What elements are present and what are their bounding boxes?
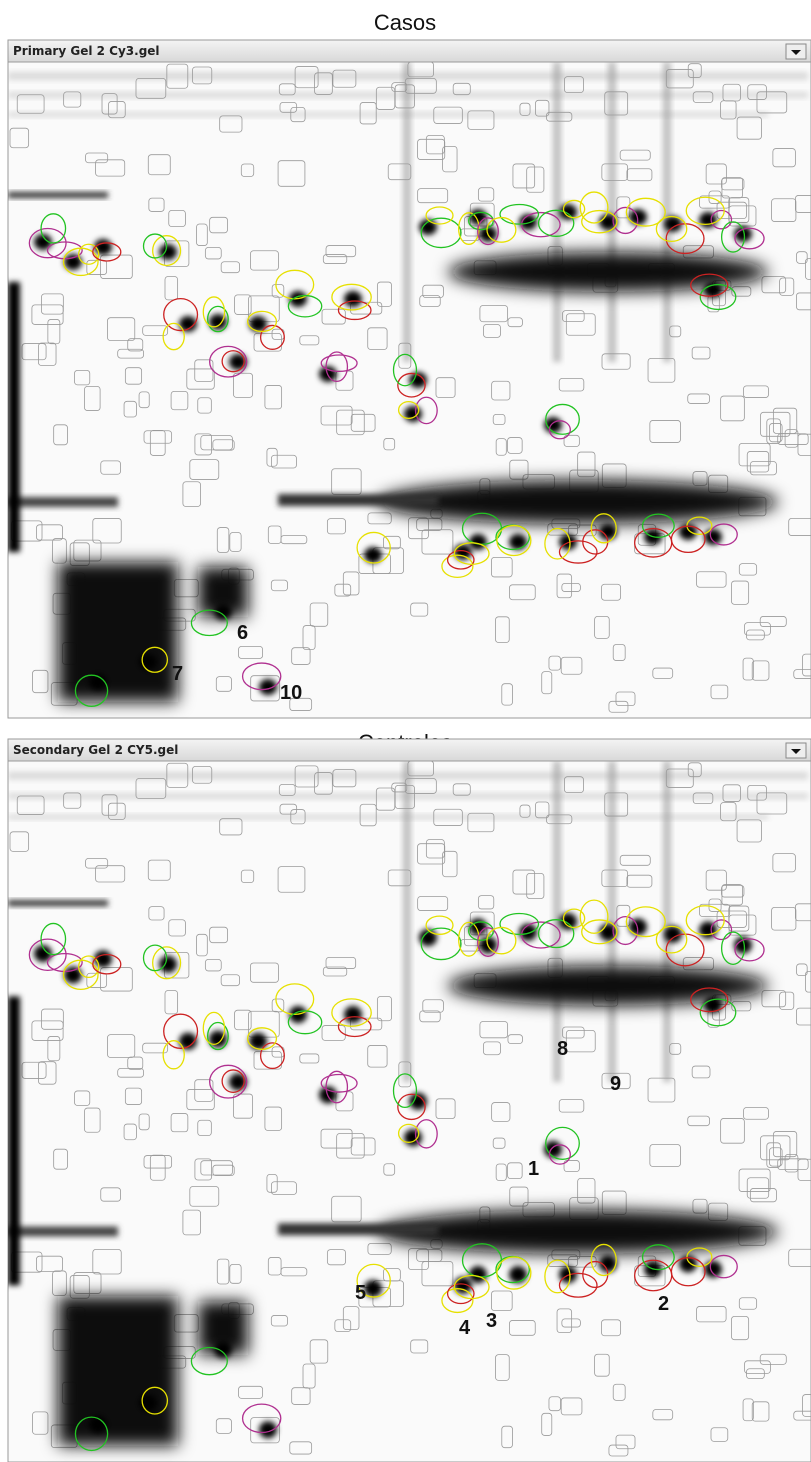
gel-shape [364,547,382,563]
gel-shape [663,761,671,1082]
gel-shape [159,956,177,973]
spot-label: 2 [658,1293,669,1315]
gel-shape [403,761,411,1082]
gel-shape [8,282,20,552]
gel-shape [344,1006,362,1023]
gel-shape [8,497,118,507]
figure: Casos Primary Gel 2 Cy3.gel 6 7 10 Contr… [0,0,811,1462]
gel-shape [8,192,108,198]
gel-window: Primary Gel 2 Cy3.gel [8,40,811,718]
gel-shape [58,562,178,702]
spot-label: 6 [237,622,248,644]
gel-shape [159,244,177,260]
gel-shape [509,1266,527,1283]
page: Casos Primary Gel 2 Cy3.gel 6 7 10 Contr… [0,0,811,1462]
spot-label: 5 [355,1282,366,1304]
spot-label: 7 [172,663,183,685]
gel-shape [94,950,112,967]
spot-label: 3 [486,1310,497,1332]
gel-shape [454,544,472,560]
gel-shape [214,1341,232,1358]
spot-label: 9 [610,1073,621,1095]
gel-shape [8,996,20,1285]
spot-label: 1 [528,1158,539,1180]
gel-shape [344,291,362,307]
window-title: Primary Gel 2 Cy3.gel [13,44,160,58]
dropdown-button[interactable] [786,44,806,59]
gel-shape [509,534,527,550]
gel-shape [403,62,411,362]
gel-shape [364,1280,382,1297]
gel-shape [94,239,112,255]
gel-shape [663,62,671,362]
gel-shape [58,1296,178,1446]
gel-shape [454,1277,472,1294]
gel-shape [8,900,108,906]
gel-shape [704,1261,722,1278]
window-title: Secondary Gel 2 CY5.gel [13,743,178,757]
panel-heading: Casos [374,10,436,35]
spot-label: 4 [459,1317,471,1339]
gel-shape [278,1223,438,1235]
spot-label: 10 [280,682,302,704]
gel-shape [8,815,768,820]
gel-shape [278,494,438,506]
gel-shape [8,1226,118,1236]
gel-shape [8,112,768,117]
gel-shape [214,604,232,620]
dropdown-button[interactable] [786,743,806,758]
gel-shape [704,529,722,545]
gel-window: Secondary Gel 2 CY5.gel [8,739,811,1462]
spot-label: 8 [557,1038,568,1060]
